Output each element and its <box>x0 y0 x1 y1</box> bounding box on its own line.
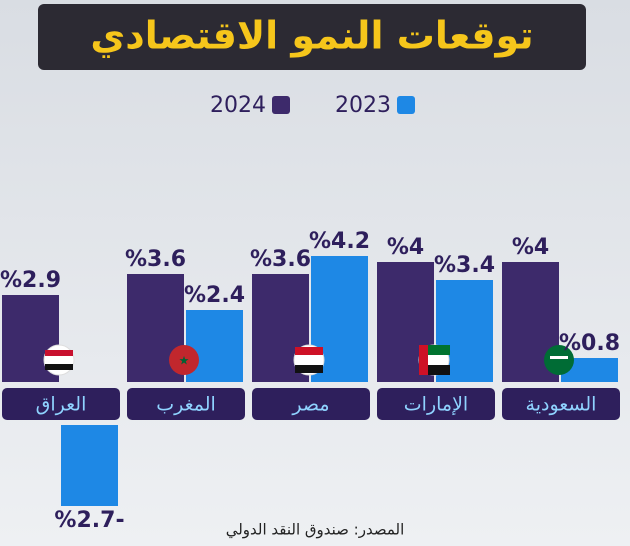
value-label: %2.7- <box>54 508 124 533</box>
svg-text:★: ★ <box>179 354 190 368</box>
value-label: %3.4 <box>434 253 495 278</box>
value-label: %4 <box>387 235 424 260</box>
value-label: %3.6 <box>125 247 186 272</box>
category-box <box>2 388 120 420</box>
category-box <box>127 388 245 420</box>
value-label: %2.9 <box>0 268 61 293</box>
category-box <box>252 388 370 420</box>
category-label: المغرب <box>156 394 216 416</box>
value-label: %0.8 <box>559 331 620 356</box>
legend-swatch <box>397 96 415 114</box>
legend-label: 2023 <box>335 93 391 118</box>
legend-label: 2024 <box>210 93 266 118</box>
value-label: %3.6 <box>250 247 311 272</box>
category-label: السعودية <box>526 394 597 416</box>
chart-title: توقعات النمو الاقتصادي <box>90 14 533 58</box>
category-label: مصر <box>291 394 329 416</box>
value-label: %4 <box>512 235 549 260</box>
legend-swatch <box>272 96 290 114</box>
category-box <box>502 388 620 420</box>
bar <box>61 425 118 506</box>
value-label: %4.2 <box>309 229 370 254</box>
value-label: %2.4 <box>184 283 245 308</box>
category-label: العراق <box>36 394 87 416</box>
category-label: الإمارات <box>404 394 468 416</box>
flags: ★ <box>43 344 574 376</box>
source: المصدر: صندوق النقد الدولي <box>226 521 405 540</box>
title-box <box>38 4 586 70</box>
category-box <box>377 388 495 420</box>
bar <box>186 310 243 382</box>
